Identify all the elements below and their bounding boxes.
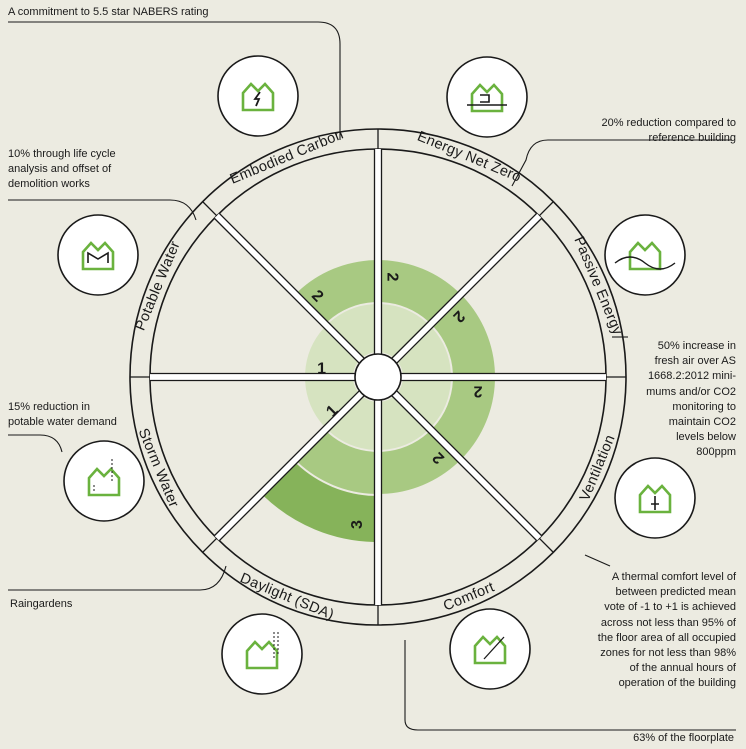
score-band-comfort-level-1 [382, 397, 427, 450]
annotation-connector-lines [8, 21, 736, 731]
house-airflow-icon [604, 214, 686, 296]
sector-divider [218, 395, 365, 542]
sector-divider [218, 212, 365, 359]
connector-line [404, 640, 736, 731]
note-fresh-air: 50% increase in fresh air over AS 1668.2… [646, 340, 736, 459]
connector-line [8, 199, 197, 221]
category-icons [57, 55, 696, 695]
segment-label-embodied-carbon: Embodied Carbon [228, 126, 346, 187]
house-thermometer-icon [614, 457, 696, 539]
connector-line [584, 554, 611, 567]
connector-line [8, 434, 63, 453]
score-ventilation: 2 [473, 383, 482, 400]
sector-divider [213, 217, 360, 364]
segment-label-energy-net-zero: Energy Net Zero [415, 129, 524, 186]
score-band-energy-net-zero-level-1 [382, 304, 427, 357]
sector-gap [391, 390, 542, 541]
connector-line [8, 565, 227, 591]
ring-tick [202, 201, 218, 217]
ring-tick [202, 537, 218, 553]
connector-line [8, 21, 341, 140]
sector-divider [391, 395, 538, 542]
connector-line [511, 139, 732, 187]
sector-gap [214, 390, 365, 541]
house-sun-icon [449, 608, 531, 690]
house-carbon-cycle-icon [57, 214, 139, 296]
sector-divider [396, 390, 543, 537]
score-daylight: 3 [349, 520, 366, 529]
score-band-ventilation-level-2 [433, 381, 495, 457]
score-potable-water: 1 [317, 361, 326, 378]
score-band-passive-energy-level-2 [433, 297, 495, 373]
ring-tick [538, 201, 554, 217]
score-band-daylight-level-1 [329, 397, 374, 450]
score-band-embodied-carbon-level-2 [298, 260, 374, 322]
sector-gap [214, 213, 365, 364]
score-band-ventilation-level-1 [398, 381, 451, 426]
score-band-daylight-level-3 [264, 463, 374, 542]
note-floorplate: 63% of the floorplate [633, 732, 734, 744]
note-reference-reduction: 20% reduction compared to reference buil… [601, 117, 736, 145]
note-life-cycle: 10% through life cycle analysis and offs… [8, 148, 116, 191]
hub-circle [354, 353, 402, 401]
sector-divider [213, 390, 360, 537]
score-band-daylight-level-2 [298, 432, 374, 494]
score-energy-net-zero: 2 [384, 273, 401, 282]
note-raingardens: Raingardens [10, 598, 73, 610]
note-potable-water: 15% reduction in potable water demand [8, 401, 117, 429]
ring-tick [538, 537, 554, 553]
score-band-embodied-carbon-level-1 [329, 304, 374, 357]
score-band-comfort-level-2 [382, 432, 458, 494]
house-raingarden-icon [221, 613, 303, 695]
note-thermal-comfort: A thermal comfort level of between predi… [597, 571, 736, 690]
score-band-storm-water-level-1 [305, 381, 358, 426]
score-band-potable-water-level-1 [305, 328, 358, 373]
note-nabers: A commitment to 5.5 star NABERS rating [8, 6, 209, 18]
house-energy-cycle-icon [217, 55, 299, 137]
house-water-tank-icon [63, 440, 145, 522]
wheel-structure [129, 128, 627, 626]
score-band-energy-net-zero-level-2 [382, 260, 458, 322]
house-heat-recovery-icon [446, 56, 528, 138]
sector-divider [391, 212, 538, 359]
score-bands [264, 260, 495, 542]
sector-gap [391, 213, 542, 364]
score-band-passive-energy-level-1 [398, 328, 451, 373]
sector-divider [396, 217, 543, 364]
